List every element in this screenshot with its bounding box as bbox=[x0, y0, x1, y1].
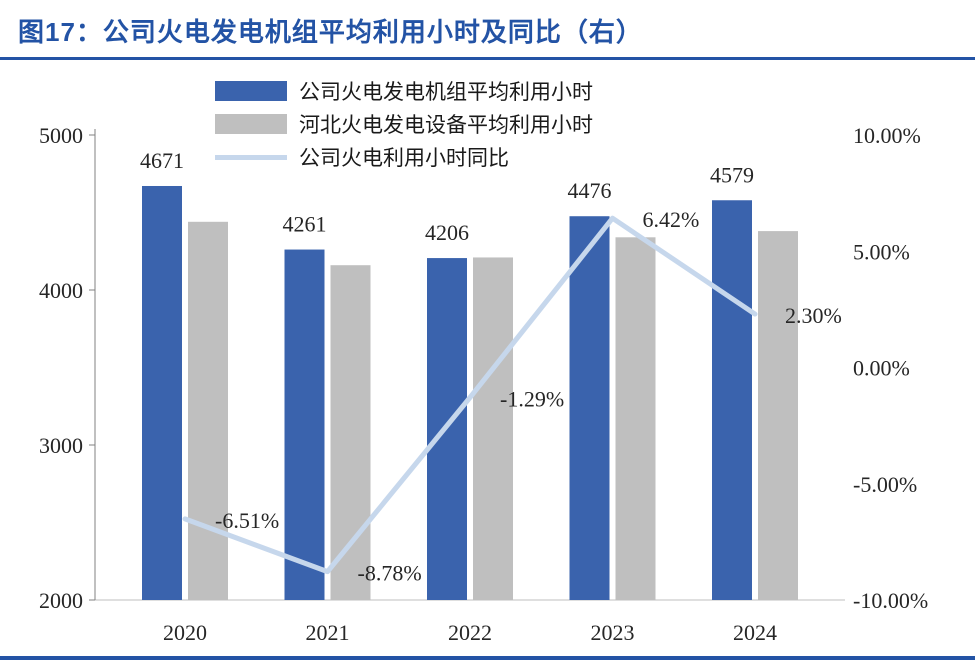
bar-hebei-hours bbox=[330, 265, 371, 600]
bar-hebei-hours bbox=[188, 221, 228, 601]
legend-swatch-gray-bar bbox=[215, 114, 287, 134]
x-axis-category-label: 2020 bbox=[163, 620, 207, 645]
bottom-border bbox=[0, 656, 975, 660]
bar-value-label: 4206 bbox=[425, 220, 469, 245]
x-axis-category-label: 2024 bbox=[733, 620, 777, 645]
bar-hebei-hours bbox=[473, 257, 513, 600]
right-axis-tick-label: -10.00% bbox=[853, 588, 928, 613]
bar-value-label: 4671 bbox=[140, 148, 184, 173]
page-title: 图17：公司火电发电机组平均利用小时及同比（右） bbox=[18, 17, 643, 47]
legend-item-hebei-hours: 河北火电发电设备平均利用小时 bbox=[215, 113, 593, 137]
x-axis-category-label: 2021 bbox=[306, 620, 350, 645]
right-axis-tick-label: 10.00% bbox=[853, 123, 921, 148]
bar-value-label: 4261 bbox=[283, 212, 327, 237]
legend-item-company-hours: 公司火电发电机组平均利用小时 bbox=[215, 80, 593, 104]
bar-company-hours bbox=[284, 249, 325, 601]
line-value-label: -6.51% bbox=[215, 508, 279, 533]
bar-hebei-hours bbox=[758, 231, 798, 600]
legend-swatch-line bbox=[215, 154, 287, 160]
left-axis-tick-label: 2000 bbox=[39, 588, 83, 613]
left-axis-tick-label: 4000 bbox=[39, 278, 83, 303]
line-value-label: -8.78% bbox=[358, 561, 422, 586]
bar-company-hours bbox=[712, 200, 752, 600]
line-value-label: -1.29% bbox=[500, 386, 564, 411]
line-value-label: 2.30% bbox=[785, 303, 842, 328]
legend-label: 河北火电发电设备平均利用小时 bbox=[299, 113, 593, 137]
bar-company-hours bbox=[569, 216, 610, 600]
bar-value-label: 4476 bbox=[568, 178, 612, 203]
legend-label: 公司火电发电机组平均利用小时 bbox=[299, 80, 593, 104]
bar-company-hours bbox=[142, 185, 182, 600]
bar-value-label: 4579 bbox=[710, 162, 754, 187]
legend-label: 公司火电利用小时同比 bbox=[299, 146, 509, 170]
right-axis-tick-label: 5.00% bbox=[853, 239, 910, 264]
yoy-line bbox=[182, 215, 758, 575]
right-axis-tick-label: 0.00% bbox=[853, 356, 910, 381]
line-value-label: 6.42% bbox=[643, 207, 700, 232]
x-axis-category-label: 2023 bbox=[591, 620, 635, 645]
left-axis-tick-label: 5000 bbox=[39, 123, 83, 148]
legend-swatch-blue-bar bbox=[215, 81, 287, 101]
chart-legend: 公司火电发电机组平均利用小时 河北火电发电设备平均利用小时 公司火电利用小时同比 bbox=[215, 80, 593, 170]
bar-hebei-hours bbox=[615, 237, 656, 601]
right-axis-tick-label: -5.00% bbox=[853, 472, 917, 497]
legend-item-yoy-line: 公司火电利用小时同比 bbox=[215, 146, 593, 170]
title-underline bbox=[0, 57, 975, 60]
left-axis-tick-label: 3000 bbox=[39, 433, 83, 458]
x-axis-category-label: 2022 bbox=[448, 620, 492, 645]
